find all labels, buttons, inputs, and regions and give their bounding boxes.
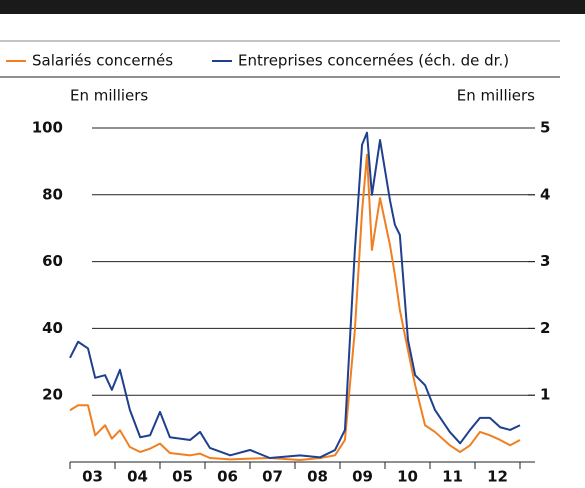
y-tick-label: 60 <box>42 252 63 270</box>
x-tick-label: 08 <box>307 468 328 486</box>
x-tick-label: 04 <box>127 468 148 486</box>
legend-label: Salariés concernés <box>32 52 173 70</box>
x-tick-label: 12 <box>487 468 508 486</box>
series-line <box>69 153 521 461</box>
series-line <box>69 131 521 459</box>
y2-tick-label: 1 <box>540 386 550 404</box>
y-tick-label: 100 <box>32 119 63 137</box>
y-tick-label: 20 <box>42 386 63 404</box>
y2-tick-label: 2 <box>540 319 550 337</box>
x-tick-label: 03 <box>82 468 103 486</box>
x-tick-label: 11 <box>442 468 463 486</box>
x-tick-label: 10 <box>397 468 418 486</box>
y-axis-label: En milliers <box>70 87 148 105</box>
legend-label: Entreprises concernées (éch. de dr.) <box>238 52 509 70</box>
x-tick-label: 06 <box>217 468 238 486</box>
x-tick-label: 05 <box>172 468 193 486</box>
header-bar <box>0 0 585 14</box>
y2-axis-label: En milliers <box>457 87 535 105</box>
y-tick-label: 40 <box>42 319 63 337</box>
x-tick-label: 07 <box>262 468 283 486</box>
x-tick-label: 09 <box>352 468 373 486</box>
y2-tick-label: 5 <box>540 119 550 137</box>
y-tick-label: 80 <box>42 185 63 203</box>
y2-tick-label: 3 <box>540 252 550 270</box>
y2-tick-label: 4 <box>540 185 550 203</box>
